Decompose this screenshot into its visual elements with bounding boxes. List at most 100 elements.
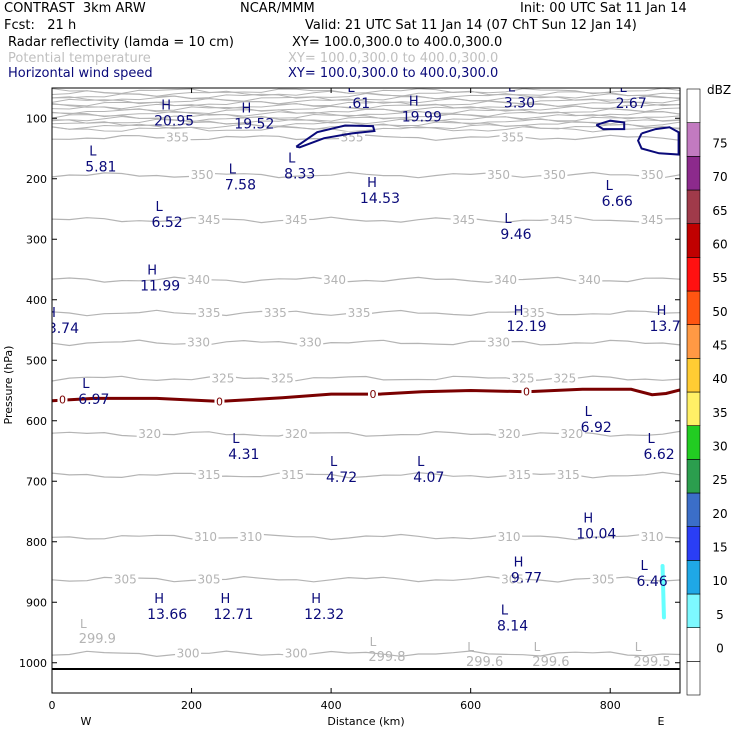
reflectivity-contours: 0 0 0 0 [52, 385, 680, 620]
isentrope-label: 330 [487, 336, 510, 350]
y-tick-label: 1000 [19, 657, 47, 670]
isentrope-label-bg [196, 213, 222, 226]
colorbar-swatch [686, 122, 701, 157]
y-tick-label: 800 [26, 536, 47, 549]
isentrope-label: 350 [191, 168, 214, 182]
isentrope-label: 350 [487, 168, 510, 182]
x-axis-label: Distance (km) [327, 715, 404, 728]
init-time: Init: 00 UTC Sat 11 Jan 14 [520, 1, 687, 16]
isentrope-label: 335 [264, 306, 287, 320]
isentrope-label: 300 [285, 647, 308, 661]
isentrope-label: 310 [239, 530, 262, 544]
isentrope-label: 305 [501, 572, 524, 586]
isentrope-label-bg [590, 573, 617, 586]
reflectivity-label-bg [214, 395, 225, 407]
isentrope-label: 355 [501, 131, 524, 145]
upper-isentrope [52, 92, 680, 100]
isentrope-label-bg [485, 169, 512, 182]
y-tick-label: 700 [26, 475, 47, 488]
wind-extreme-value: 6.92 [581, 420, 612, 436]
wind-extreme-value: 12.71 [213, 607, 253, 623]
colorbar-level-label: 65 [712, 204, 727, 218]
isentrope-label-bg [164, 131, 191, 144]
wind-extreme-marker: H [583, 512, 593, 527]
isentrope-label-bg [639, 169, 666, 182]
isentrope-label: 345 [285, 213, 308, 227]
isentrope-label-bg [576, 273, 603, 286]
wind-extreme-marker: H [241, 102, 251, 117]
isentrope-label-bg [112, 573, 139, 586]
wind-extreme-marker: L [501, 604, 509, 619]
isentrope-label: 315 [198, 468, 221, 482]
y-tick-label: 400 [26, 294, 47, 307]
wind-extreme-value: 3.30 [504, 95, 535, 111]
isentrope-label-bg [283, 647, 310, 660]
light-reflectivity-cell [660, 563, 666, 620]
wind-extreme-value: 7.58 [225, 178, 256, 194]
isentrope-label: 310 [641, 530, 664, 544]
wind-extreme-value: 6.46 [637, 574, 668, 590]
west-label: W [81, 715, 92, 728]
isentrope-310 [52, 533, 680, 541]
isentrope-label: 325 [212, 371, 235, 385]
isentrope-label-bg [639, 213, 666, 226]
isentrope-label: 320 [138, 427, 161, 441]
colorbar-level-label: 0 [716, 642, 724, 656]
isentrope-label-bg [185, 273, 212, 286]
isentrope-label-bg [499, 131, 526, 144]
wind-extreme-value: 6.52 [152, 215, 183, 231]
isentrope-label: 315 [508, 468, 531, 482]
isentrope-label-bg [506, 469, 533, 482]
wind-speed-contour [636, 126, 680, 156]
y-tick-label: 100 [26, 112, 47, 125]
isentrope-label: 335 [522, 306, 545, 320]
field-reflectivity-xy: XY= 100.0,300.0 to 400.0,300.0 [292, 35, 503, 50]
y-tick-label: 500 [26, 354, 47, 367]
isentrope-label-bg [175, 647, 202, 660]
wind-extreme-value: 6.97 [78, 392, 109, 408]
isentrope-label: 350 [543, 168, 566, 182]
y-tick-label: 200 [26, 173, 47, 186]
wind-extreme-value: 9.46 [500, 227, 531, 243]
field-theta-name: Potential temperature [8, 51, 151, 66]
wind-extreme-marker: H [367, 176, 377, 191]
wind-extreme-marker: L [647, 432, 655, 447]
isentrope-label-bg [237, 530, 264, 543]
isentrope-label-bg [196, 307, 222, 320]
forecast-hour: Fcst: 21 h [4, 18, 77, 33]
wind-extreme-value: 12.19 [506, 319, 546, 335]
colorbar-level-label: 45 [712, 339, 727, 353]
upper-isentrope [52, 108, 680, 115]
wind-extreme-value: 9.77 [511, 570, 542, 586]
isentrope-label: 330 [299, 336, 322, 350]
wind-extreme-marker: H [514, 304, 524, 319]
reflectivity-zero-contour [52, 387, 680, 403]
y-axis-label: Pressure (hPa) [2, 346, 15, 425]
wind-extreme-marker: L [232, 432, 240, 447]
east-label: E [658, 715, 665, 728]
theta-extreme-marker: L [467, 640, 474, 654]
y-tick-label: 600 [26, 415, 47, 428]
colorbar-swatch [686, 627, 701, 662]
theta-extreme-marker: L [635, 640, 642, 654]
isentrope-305 [52, 575, 680, 583]
colorbar-level-label: 35 [712, 406, 727, 420]
isentrope-label: 325 [553, 371, 576, 385]
isentrope-330 [52, 339, 680, 347]
wind-extreme-value: 13.74 [649, 319, 689, 335]
theta-extreme-marker: L [370, 635, 377, 649]
isentrope-label: 325 [512, 371, 535, 385]
isentrope-label: 310 [194, 530, 217, 544]
wind-extreme-marker: H [147, 264, 157, 279]
wind-extreme-value: 13.66 [147, 607, 187, 623]
isentrope-label-bg [548, 213, 575, 226]
isentrope-label-bg [496, 530, 523, 543]
isentrope-label-bg [279, 469, 306, 482]
wind-extreme-marker: H [311, 592, 321, 607]
wind-extreme-marker: H [161, 98, 171, 113]
wind-extreme-value: 13.74 [39, 321, 79, 337]
wind-extreme-marker: L [156, 200, 164, 215]
upper-isentrope [52, 100, 680, 107]
wind-extreme-value: 6.62 [643, 447, 674, 463]
